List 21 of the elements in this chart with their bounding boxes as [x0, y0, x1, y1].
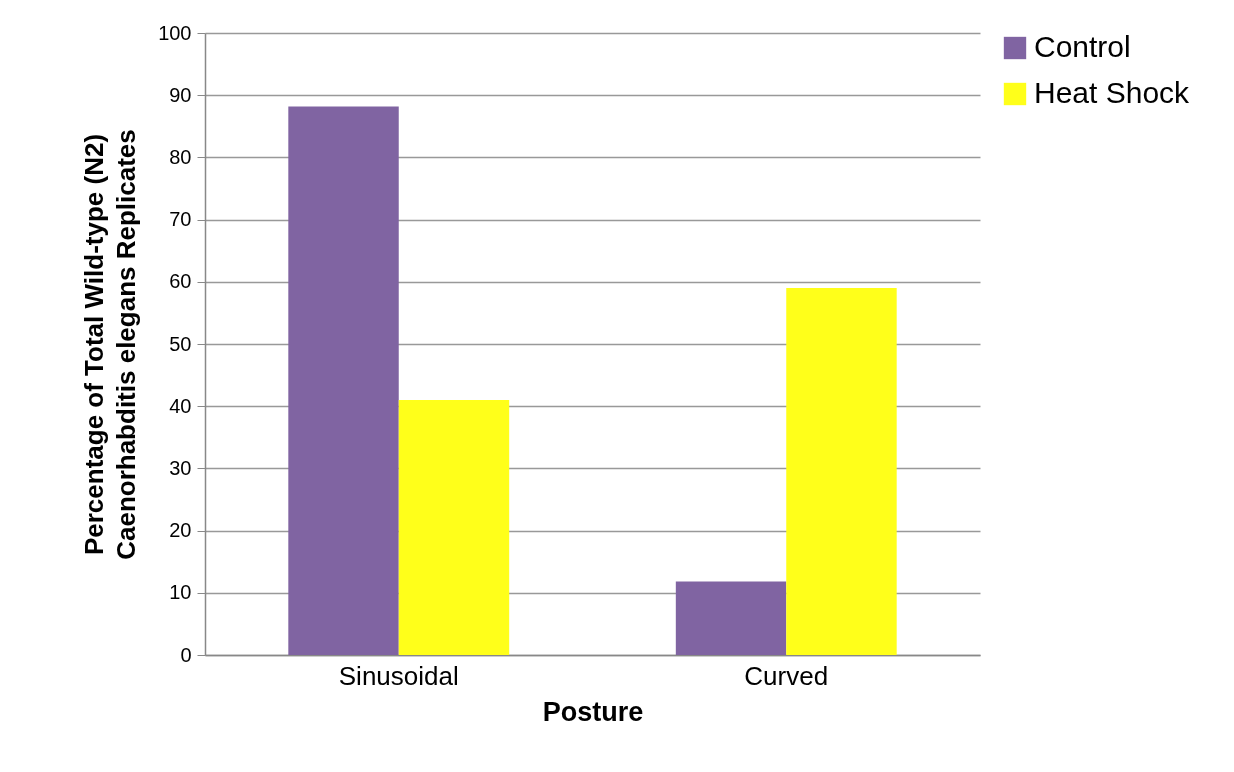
x-tick-label: Curved: [744, 660, 829, 691]
legend-label: Heat Shock: [1034, 76, 1191, 109]
x-axis-title: Posture: [542, 696, 644, 727]
y-tick-label: 90: [169, 83, 192, 106]
y-tick-label: 70: [169, 208, 192, 231]
y-tick-label: 100: [158, 21, 192, 44]
y-tick-label: 50: [169, 332, 192, 355]
y-axis-title: Percentage of Total Wild-type (N2) Caenorhabditis elegans Replicates: [79, 129, 142, 560]
bar: [398, 399, 510, 655]
x-tick-label: Sinusoidal: [338, 660, 459, 691]
y-tick-label: 20: [169, 519, 192, 542]
bar: [288, 106, 399, 655]
y-tick-label: 80: [169, 145, 192, 168]
y-tick-label: 30: [169, 456, 192, 479]
bar: [786, 288, 897, 655]
bar: [675, 581, 787, 655]
y-tick-label: 40: [169, 394, 192, 417]
y-tick-label: 10: [169, 581, 192, 604]
y-tick-label: 60: [169, 270, 192, 293]
legend-label: Control: [1034, 30, 1131, 63]
y-tick-label: 0: [180, 643, 192, 666]
